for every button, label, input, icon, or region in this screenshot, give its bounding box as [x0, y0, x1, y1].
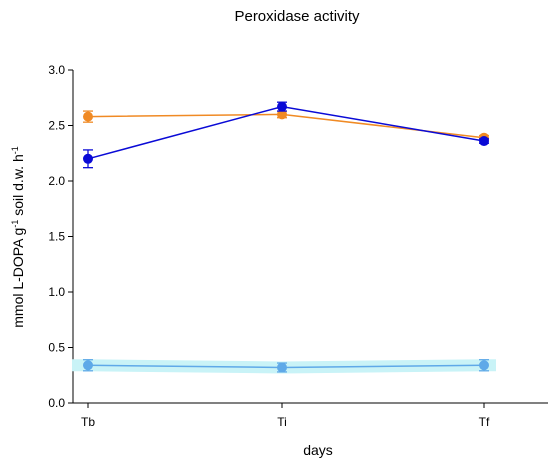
y-tick-label: 1.0	[48, 285, 65, 299]
plot-area: 0.0 0.5 1.0 1.5 2.0 2.5 3.0 Tb Ti Tf	[48, 63, 548, 429]
y-tick-label: 3.0	[48, 63, 65, 77]
data-point	[83, 111, 93, 122]
y-axis-label-main: mmol L-DOPA g	[10, 228, 26, 328]
x-tick-label: Ti	[277, 415, 287, 429]
y-tick-label: 2.0	[48, 174, 65, 188]
y-axis-label-sup-1: -1	[10, 220, 20, 228]
data-point	[479, 360, 489, 371]
data-point	[479, 136, 489, 147]
y-tick-label: 0.0	[48, 396, 65, 410]
data-point	[277, 362, 287, 373]
y-tick-label: 0.5	[48, 341, 65, 355]
y-tick-label: 2.5	[48, 119, 65, 133]
x-tick-label: Tf	[479, 415, 490, 429]
x-axis-label: days	[303, 442, 333, 458]
data-point	[277, 101, 287, 112]
y-axis-label: mmol L-DOPA g-1 soil d.w. h-1	[10, 146, 26, 328]
data-point	[83, 360, 93, 371]
y-axis-label-sup-2: -1	[10, 146, 20, 154]
chart-title: Peroxidase activity	[234, 8, 360, 25]
data-point	[83, 153, 93, 164]
y-axis-label-mid: soil d.w. h	[10, 154, 26, 219]
x-tick-label: Tb	[81, 415, 95, 429]
y-tick-label: 1.5	[48, 230, 65, 244]
